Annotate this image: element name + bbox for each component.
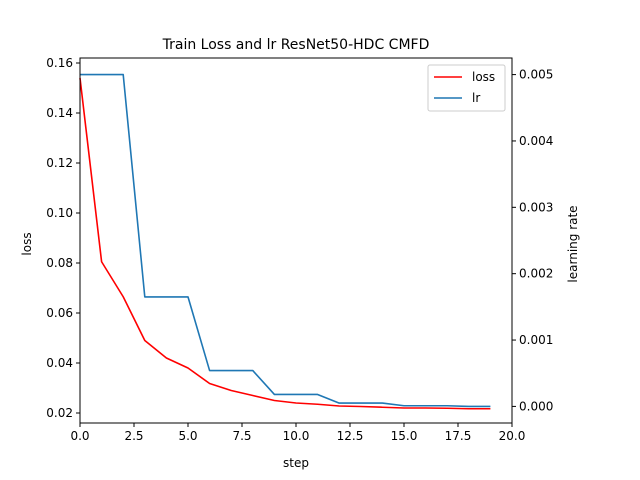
y-tick-label: 0.14 xyxy=(46,106,73,120)
chart-title: Train Loss and lr ResNet50-HDC CMFD xyxy=(162,37,430,53)
y-tick-label: 0.12 xyxy=(46,156,73,170)
y2-axis-label: learning rate xyxy=(566,205,580,282)
x-tick-label: 15.0 xyxy=(391,429,418,443)
y2-tick-label: 0.001 xyxy=(519,333,553,347)
x-tick-label: 7.5 xyxy=(232,429,251,443)
x-tick-label: 20.0 xyxy=(499,429,526,443)
legend-label-loss: loss xyxy=(472,70,495,84)
y-tick-label: 0.02 xyxy=(46,406,73,420)
x-axis: 0.0 2.5 5.0 7.5 10.0 12.5 15.0 17.5 20.0 xyxy=(70,423,525,443)
axes-frame xyxy=(79,57,513,424)
series-line-loss xyxy=(79,77,491,410)
legend: loss lr xyxy=(427,64,506,112)
y-axis-label: loss xyxy=(20,232,34,255)
x-tick-label: 12.5 xyxy=(337,429,364,443)
series-layer xyxy=(79,73,491,410)
y2-tick-label: 0.004 xyxy=(519,134,553,148)
x-tick-label: 5.0 xyxy=(178,429,197,443)
y-tick-label: 0.08 xyxy=(46,256,73,270)
y-axis-right: 0.000 0.001 0.002 0.003 0.004 0.005 xyxy=(512,68,553,413)
y-axis-left: 0.02 0.04 0.06 0.08 0.10 0.12 0.14 0.16 xyxy=(46,56,80,420)
series-line-lr xyxy=(80,73,491,408)
legend-label-lr: lr xyxy=(472,91,480,105)
x-tick-label: 2.5 xyxy=(124,429,143,443)
y2-tick-label: 0.005 xyxy=(519,68,553,82)
x-axis-label: step xyxy=(283,456,309,470)
y-tick-label: 0.06 xyxy=(46,306,73,320)
x-tick-label: 0.0 xyxy=(70,429,89,443)
y-tick-label: 0.10 xyxy=(46,206,73,220)
y-tick-label: 0.16 xyxy=(46,56,73,70)
x-tick-label: 10.0 xyxy=(283,429,310,443)
y2-tick-label: 0.000 xyxy=(519,399,553,413)
y-tick-label: 0.04 xyxy=(46,356,73,370)
y2-tick-label: 0.003 xyxy=(519,200,553,214)
y2-tick-label: 0.002 xyxy=(519,267,553,281)
x-tick-label: 17.5 xyxy=(445,429,472,443)
